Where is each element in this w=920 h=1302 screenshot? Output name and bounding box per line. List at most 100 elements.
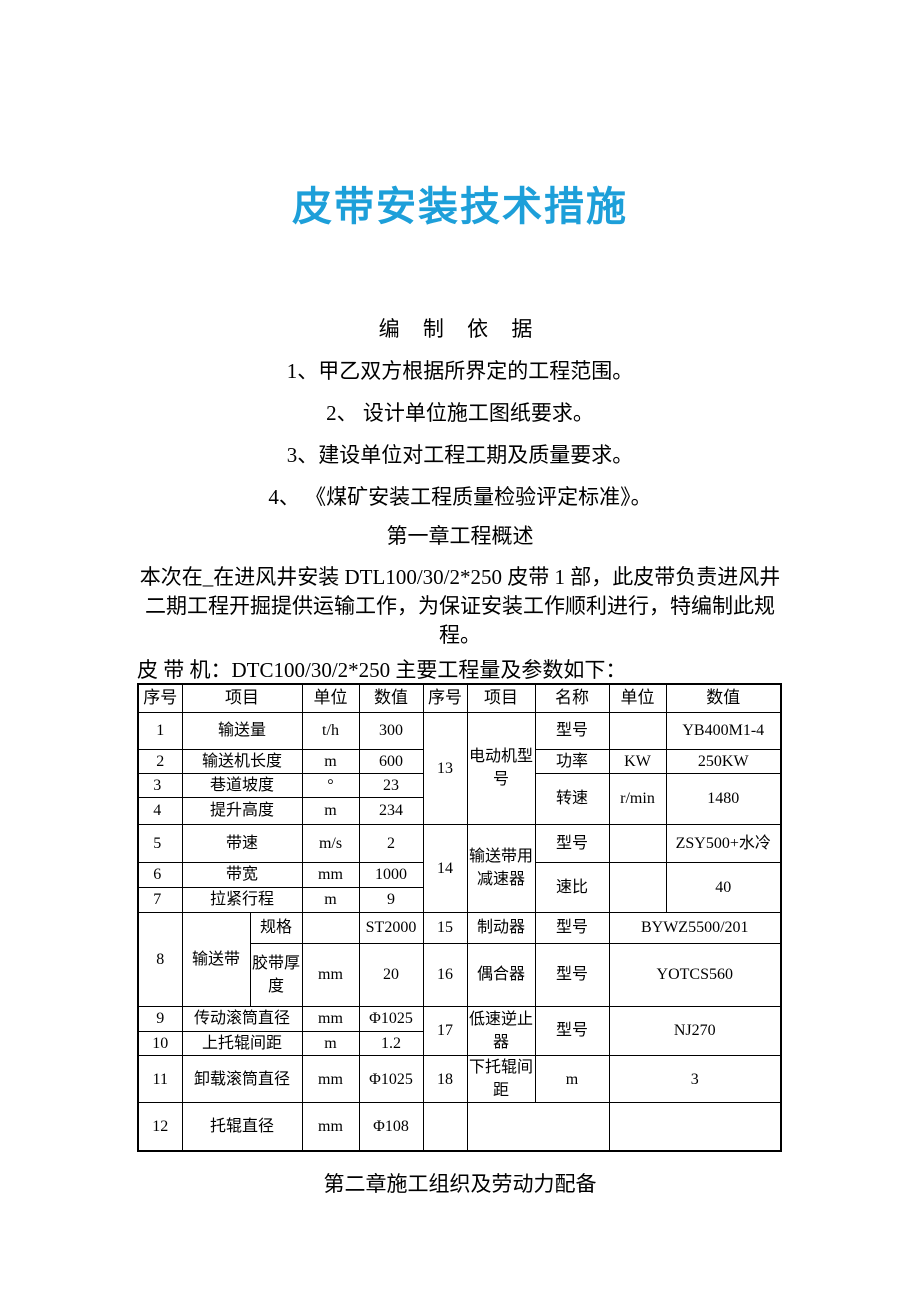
table-cell: 300 <box>358 711 424 750</box>
col-header-item-left: 项目 <box>181 683 303 713</box>
table-cell: 带速 <box>181 823 303 863</box>
table-cell: 1000 <box>358 861 424 888</box>
table-cell: 250KW <box>665 748 782 774</box>
table-cell-empty <box>608 711 667 750</box>
table-cell: Φ1025 <box>358 1005 424 1032</box>
table-cell: 速比 <box>534 861 610 913</box>
table-cell: 输送带 <box>181 911 251 1007</box>
col-header-item-right: 项目 <box>466 683 536 713</box>
table-cell: KW <box>608 748 667 774</box>
table-cell: m <box>301 748 360 774</box>
table-cell-empty <box>608 1102 782 1152</box>
table-cell: Φ1025 <box>358 1055 424 1104</box>
table-cell: YOTCS560 <box>608 942 782 1007</box>
table-row: 2 输送机长度 m 600 功率 KW 250KW <box>137 748 782 774</box>
table-cell: YB400M1-4 <box>665 711 782 750</box>
table-row: 1 输送量 t/h 300 13 电动机型号 型号 YB400M1-4 <box>137 711 782 825</box>
document-content: 皮带安装技术措施 编 制 依 据 1、甲乙双方根据所界定的工程范围。 2、 设计… <box>137 0 783 1196</box>
table-cell: 6 <box>137 861 183 888</box>
table-cell: 9 <box>358 886 424 913</box>
table-cell-empty <box>301 911 360 944</box>
table-cell: 输送机长度 <box>181 748 303 774</box>
table-cell: m <box>301 886 360 913</box>
table-cell: 3 <box>137 772 183 798</box>
table-row: 5 带速 m/s 2 14 输送带用减速器 型号 ZSY500+水冷 <box>137 823 782 913</box>
table-cell: m <box>301 1030 360 1057</box>
table-cell: 2 <box>358 823 424 863</box>
basis-item-2: 2、 设计单位施工图纸要求。 <box>326 401 594 425</box>
table-cell: 1 <box>137 711 183 750</box>
table-cell: 电动机型号 <box>466 711 536 825</box>
col-header-value-right: 数值 <box>665 683 782 713</box>
table-cell: 拉紧行程 <box>181 886 303 913</box>
table-cell: 制动器 <box>466 911 536 944</box>
table-cell: mm <box>301 942 360 1007</box>
table-caption: 皮 带 机：DTC100/30/2*250 主要工程量及参数如下： <box>137 658 627 682</box>
table-cell: 上托辊间距 <box>181 1030 303 1057</box>
table-cell: 型号 <box>534 711 610 750</box>
basis-heading: 编 制 依 据 <box>378 317 542 341</box>
table-cell: m/s <box>301 823 360 863</box>
table-cell: NJ270 <box>608 1005 782 1057</box>
table-cell: 3 <box>608 1055 782 1104</box>
table-cell: 14 <box>422 823 468 913</box>
table-row: 9 传动滚筒直径 mm Φ1025 17 低速逆止器 型号 NJ270 <box>137 1005 782 1057</box>
table-cell: 4 <box>137 796 183 825</box>
table-cell: 偶合器 <box>466 942 536 1007</box>
table-cell: 5 <box>137 823 183 863</box>
table-row: 6 带宽 mm 1000 速比 40 <box>137 861 782 913</box>
table-header-row: 序号 项目 单位 数值 序号 项目 名称 单位 数值 <box>137 683 782 713</box>
table-cell: 1480 <box>665 772 782 825</box>
table-cell: 传动滚筒直径 <box>181 1005 303 1032</box>
chapter2-heading: 第二章施工组织及劳动力配备 <box>323 1171 597 1196</box>
table-cell: 卸载滚筒直径 <box>181 1055 303 1104</box>
table-cell: 型号 <box>534 911 610 944</box>
col-header-name-right: 名称 <box>534 683 610 713</box>
table-cell: 低速逆止器 <box>466 1005 536 1057</box>
table-cell: 9 <box>137 1005 183 1032</box>
table-row: 4 提升高度 m 234 <box>137 796 781 825</box>
table-cell: m <box>534 1055 610 1104</box>
table-cell: 型号 <box>534 823 610 863</box>
table-cell-empty <box>422 1102 468 1152</box>
table-cell: 16 <box>422 942 468 1007</box>
table-row: 11 卸载滚筒直径 mm Φ1025 18 下托辊间距 m 3 <box>137 1055 782 1104</box>
table-row: 12 托辊直径 mm Φ108 <box>137 1102 782 1152</box>
table-cell-empty <box>608 823 667 863</box>
parameters-table: 序号 项目 单位 数值 序号 项目 名称 单位 数值 1 输送量 t/h 300… <box>137 683 782 1152</box>
col-header-no-right: 序号 <box>422 683 468 713</box>
document-title: 皮带安装技术措施 <box>292 185 628 229</box>
table-cell: ST2000 <box>358 911 424 944</box>
basis-item-3: 3、建设单位对工程工期及质量要求。 <box>286 443 634 467</box>
table-cell: 托辊直径 <box>181 1102 303 1152</box>
table-cell: r/min <box>608 772 667 825</box>
table-row: 8 输送带 规格 ST2000 15 制动器 型号 BYWZ5500/201 <box>137 911 782 1007</box>
table-cell: 胶带厚度 <box>249 942 303 1007</box>
table-cell: 15 <box>422 911 468 944</box>
table-cell: 下托辊间距 <box>466 1055 536 1104</box>
table-cell: 234 <box>358 796 424 825</box>
table-cell: 型号 <box>534 1005 610 1057</box>
table-cell-empty <box>466 1102 610 1152</box>
table-cell: 巷道坡度 <box>181 772 303 798</box>
table-cell: 型号 <box>534 942 610 1007</box>
table-cell: 输送带用减速器 <box>466 823 536 913</box>
table-cell: 10 <box>137 1030 183 1057</box>
table-cell: t/h <box>301 711 360 750</box>
table-cell: 功率 <box>534 748 610 774</box>
table-cell: mm <box>301 1055 360 1104</box>
table-cell: 11 <box>137 1055 183 1104</box>
col-header-value-left: 数值 <box>358 683 424 713</box>
col-header-unit-right: 单位 <box>608 683 667 713</box>
table-cell: 8 <box>137 911 183 1007</box>
table-cell: 40 <box>665 861 782 913</box>
table-row: 10 上托辊间距 m 1.2 <box>137 1030 781 1057</box>
table-cell: 20 <box>358 942 424 1007</box>
basis-item-4: 4、 《煤矿安装工程质量检验评定标准》。 <box>268 485 652 509</box>
table-cell: 1.2 <box>358 1030 424 1057</box>
table-cell: 17 <box>422 1005 468 1057</box>
table-cell: 提升高度 <box>181 796 303 825</box>
table-cell: 转速 <box>534 772 610 825</box>
table-cell: 输送量 <box>181 711 303 750</box>
table-cell: ° <box>301 772 360 798</box>
